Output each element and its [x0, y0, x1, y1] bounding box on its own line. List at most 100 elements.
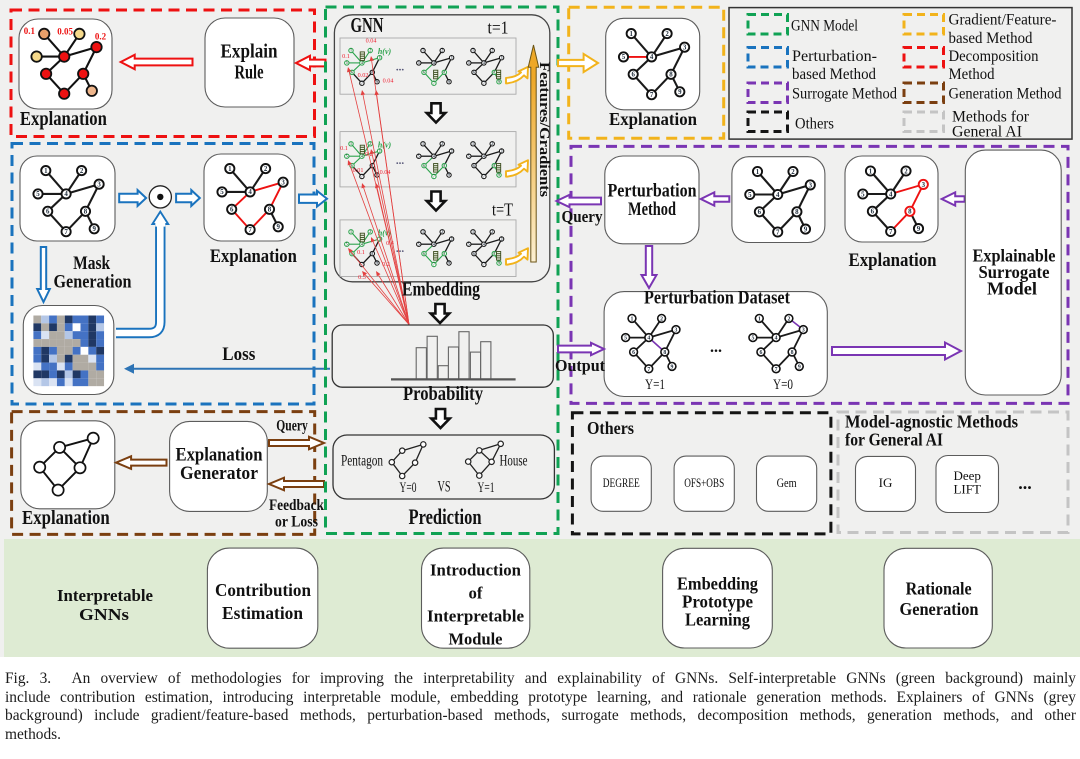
svg-text:Perturbation-: Perturbation-: [792, 48, 877, 65]
svg-text:h(v): h(v): [378, 229, 392, 238]
svg-text:Generation: Generation: [900, 599, 979, 619]
svg-text:4: 4: [650, 54, 654, 61]
svg-text:8: 8: [371, 252, 373, 256]
svg-text:0.1: 0.1: [24, 26, 36, 36]
svg-text:4: 4: [64, 191, 68, 198]
svg-text:1: 1: [228, 166, 232, 173]
svg-text:8: 8: [84, 209, 88, 216]
svg-text:Module: Module: [449, 630, 503, 649]
svg-text:Gradient/Feature-: Gradient/Feature-: [949, 12, 1057, 29]
svg-text:Surrogate: Surrogate: [979, 262, 1050, 282]
svg-text:0.05: 0.05: [57, 27, 73, 37]
svg-text:Generator: Generator: [180, 463, 259, 484]
svg-text:6: 6: [473, 71, 475, 75]
svg-text:GNNs: GNNs: [79, 605, 129, 624]
svg-text:0.2: 0.2: [382, 261, 390, 268]
svg-text:2: 2: [369, 230, 371, 234]
svg-text:4: 4: [248, 189, 252, 196]
svg-text:4: 4: [361, 243, 363, 247]
svg-text:3: 3: [501, 237, 503, 241]
svg-text:7: 7: [433, 263, 435, 267]
svg-text:Features/Gradients: Features/Gradients: [536, 62, 552, 197]
svg-text:Explanation: Explanation: [22, 507, 110, 529]
svg-text:9: 9: [448, 261, 450, 265]
svg-text:Prototype: Prototype: [682, 592, 753, 612]
svg-text:8: 8: [493, 71, 495, 75]
svg-text:1: 1: [472, 230, 474, 234]
svg-text:2: 2: [491, 49, 493, 53]
svg-text:9: 9: [276, 224, 280, 231]
svg-text:6: 6: [871, 209, 875, 216]
svg-text:8: 8: [493, 252, 495, 256]
svg-text:0.1: 0.1: [342, 53, 350, 60]
svg-text:9: 9: [376, 261, 378, 265]
svg-text:7: 7: [248, 227, 252, 234]
svg-text:House: House: [500, 453, 528, 470]
svg-text:Explain: Explain: [221, 41, 278, 63]
svg-text:5: 5: [622, 54, 626, 61]
svg-text:Interpretable: Interpretable: [57, 586, 153, 605]
svg-text:4: 4: [361, 155, 363, 159]
svg-text:2: 2: [491, 230, 493, 234]
svg-text:Decomposition: Decomposition: [949, 48, 1039, 65]
svg-text:1: 1: [422, 142, 424, 146]
svg-text:9: 9: [917, 226, 921, 233]
svg-text:Model: Model: [987, 279, 1037, 299]
svg-text:8: 8: [493, 164, 495, 168]
svg-text:2: 2: [441, 142, 443, 146]
svg-text:4: 4: [776, 192, 780, 199]
svg-text:2: 2: [491, 142, 493, 146]
svg-text:5: 5: [624, 336, 627, 342]
svg-text:Introduction: Introduction: [430, 561, 522, 580]
svg-text:3: 3: [451, 149, 453, 153]
svg-text:Deep: Deep: [953, 468, 980, 483]
svg-text:6: 6: [351, 252, 353, 256]
svg-text:3: 3: [451, 237, 453, 241]
svg-text:4: 4: [433, 155, 435, 159]
svg-text:or Loss: or Loss: [275, 514, 318, 531]
svg-text:2: 2: [787, 316, 790, 322]
svg-text:9: 9: [798, 364, 801, 370]
svg-text:Y=1: Y=1: [478, 480, 495, 496]
svg-text:Y=0: Y=0: [773, 377, 793, 393]
svg-text:1: 1: [350, 230, 352, 234]
svg-text:...: ...: [396, 62, 405, 74]
svg-text:t=1: t=1: [488, 18, 509, 38]
svg-text:9: 9: [92, 226, 96, 233]
svg-text:7: 7: [775, 367, 778, 373]
svg-text:3: 3: [683, 45, 687, 52]
svg-text:Explanation: Explanation: [20, 108, 107, 130]
svg-text:5: 5: [468, 61, 470, 65]
svg-text:5: 5: [468, 243, 470, 247]
svg-text:2: 2: [904, 168, 908, 175]
svg-text:6: 6: [473, 252, 475, 256]
svg-text:LIFT: LIFT: [953, 482, 981, 497]
svg-text:t=T: t=T: [492, 200, 513, 220]
svg-text:4: 4: [483, 243, 485, 247]
svg-text:2: 2: [665, 31, 669, 38]
svg-text:Y=1: Y=1: [645, 377, 665, 393]
svg-text:Generation Method: Generation Method: [949, 86, 1062, 103]
svg-text:3: 3: [379, 56, 381, 60]
svg-text:5: 5: [748, 192, 752, 199]
svg-text:7: 7: [483, 81, 485, 85]
svg-text:Explainable: Explainable: [973, 245, 1056, 265]
svg-text:Others: Others: [587, 418, 634, 438]
svg-text:3: 3: [501, 149, 503, 153]
svg-text:Explanation: Explanation: [210, 246, 297, 267]
svg-text:1: 1: [869, 168, 873, 175]
svg-text:Rationale: Rationale: [906, 579, 972, 599]
svg-text:1: 1: [472, 142, 474, 146]
svg-text:Method: Method: [949, 66, 995, 83]
svg-text:2: 2: [369, 142, 371, 146]
svg-text:8: 8: [663, 350, 666, 356]
svg-text:0.2: 0.2: [95, 32, 107, 42]
svg-text:based Method: based Method: [949, 30, 1033, 47]
svg-text:7: 7: [361, 81, 363, 85]
svg-text:6: 6: [473, 164, 475, 168]
svg-text:of: of: [469, 584, 483, 603]
svg-text:for General AI: for General AI: [845, 430, 943, 450]
svg-text:...: ...: [396, 243, 405, 255]
svg-text:2: 2: [264, 166, 268, 173]
svg-text:4: 4: [361, 61, 363, 65]
